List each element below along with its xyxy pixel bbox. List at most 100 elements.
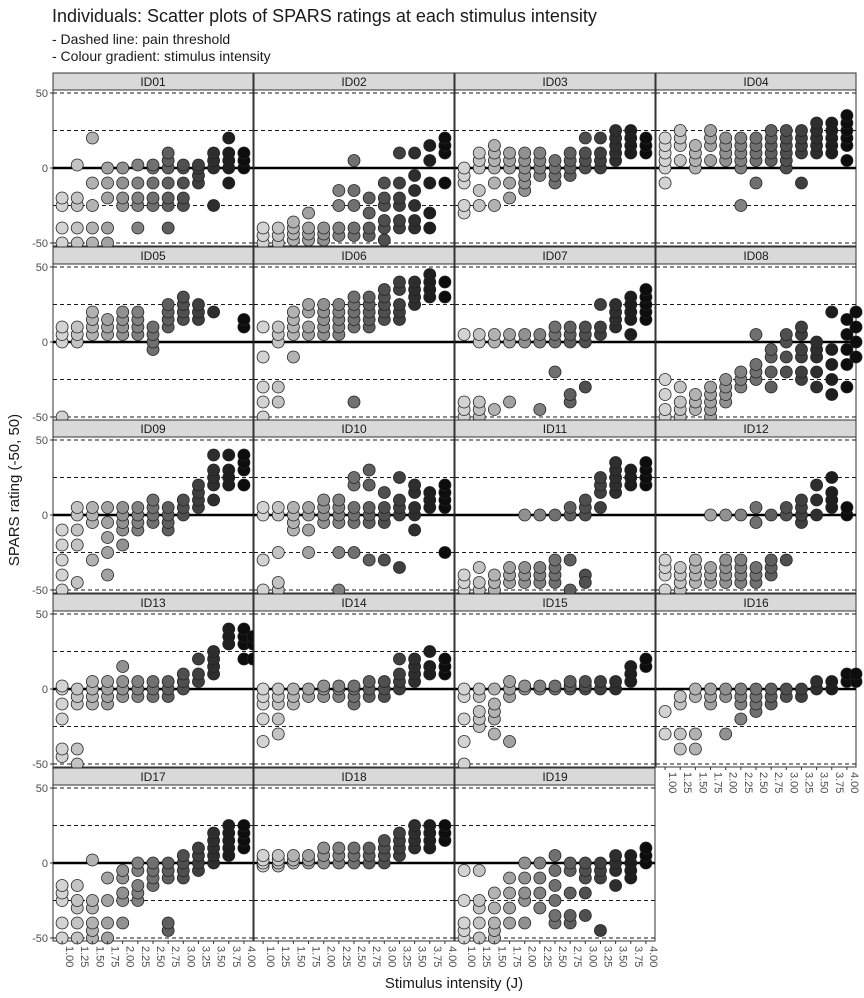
data-point [503,191,516,205]
data-point [146,493,160,507]
data-point [85,553,99,567]
y-tick-label: 0 [42,510,48,522]
data-point [472,705,486,718]
data-point [377,486,391,499]
data-point [256,501,270,514]
data-point [237,819,251,832]
data-point [457,894,471,907]
data-point [487,139,501,152]
data-point [332,493,346,507]
data-point [347,841,361,855]
data-point [704,380,717,394]
data-point [377,501,391,514]
data-point [594,471,607,484]
data-point [161,916,175,930]
data-point [548,154,562,167]
data-point [472,146,486,160]
data-point [719,727,733,741]
data-point [688,139,702,152]
data-point [55,568,69,582]
data-point [548,553,562,567]
data-point [70,538,84,552]
x-tick-label: 2.75 [571,946,583,967]
data-point [594,924,607,937]
data-point [810,675,824,688]
data-point [795,320,808,334]
x-tick-label: 1.50 [93,946,105,967]
x-tick-label: 2.50 [556,946,568,967]
data-point [825,486,839,499]
data-point [563,856,577,870]
data-point [377,214,391,227]
data-point [472,395,486,409]
data-point [408,652,422,666]
data-point [749,176,763,190]
data-point [795,176,808,190]
x-tick-label: 2.25 [742,772,754,793]
data-point [578,131,592,145]
x-tick-label: 4.00 [848,772,860,793]
data-point [70,682,84,696]
data-point [563,553,577,567]
data-point [639,283,653,296]
data-point [222,131,236,145]
data-point [594,856,607,870]
data-point [347,154,361,167]
data-point [624,660,638,673]
data-point [408,214,422,227]
data-point [533,561,547,574]
x-tick-label: 2.50 [757,772,769,793]
data-point [779,682,793,696]
data-point [116,191,130,205]
x-tick-label: 2.75 [169,946,181,967]
data-point [487,916,501,930]
data-point [55,742,69,756]
y-tick-label: 0 [42,684,48,696]
data-point [286,305,300,319]
data-point [658,727,672,741]
x-tick-label: 3.50 [215,946,227,967]
data-point [487,568,501,582]
data-point [503,328,516,341]
data-point [192,158,205,172]
data-point [302,523,315,537]
data-point [393,176,406,190]
data-point [101,313,114,326]
data-point [146,856,160,870]
facet-label: ID10 [341,422,367,436]
data-point [85,675,99,688]
data-point [237,313,251,326]
data-point [764,682,778,696]
data-point [161,221,175,235]
data-point [408,501,422,514]
data-point [85,501,99,514]
data-point [256,380,270,394]
data-point [764,124,778,137]
data-point [116,675,130,688]
data-point [563,675,577,688]
data-point [176,849,190,862]
data-point [377,191,391,205]
data-point [563,501,577,514]
data-point [503,916,516,930]
data-point [347,471,361,484]
data-point [849,667,863,681]
data-point [161,675,175,688]
data-point [176,493,190,507]
data-point [840,358,854,371]
data-point [332,199,346,212]
data-point [749,682,763,696]
data-point [825,343,839,356]
x-tick-label: 3.50 [416,946,428,967]
data-point [101,894,114,907]
data-point [271,712,285,726]
data-point [503,395,516,409]
data-point [749,328,763,341]
facet-label: ID03 [542,75,568,89]
data-point [764,553,778,567]
data-point [518,328,532,341]
data-point [362,501,376,514]
data-point [85,305,99,319]
data-point [55,916,69,930]
data-point [503,735,516,748]
